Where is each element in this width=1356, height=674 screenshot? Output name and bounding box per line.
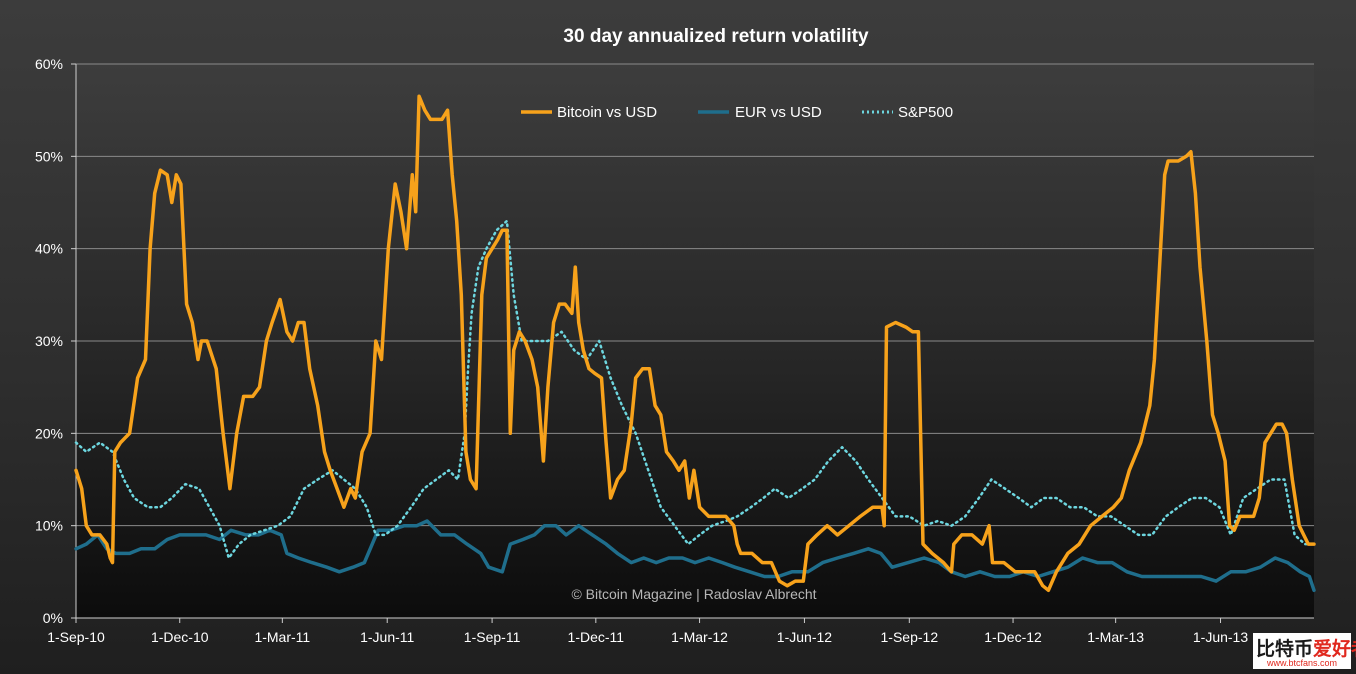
y-tick-label: 20% [35, 425, 63, 441]
y-tick-label: 40% [35, 241, 63, 257]
x-tick-label: 1-Mar-12 [671, 629, 728, 645]
x-tick-label: 1-Sep-11 [464, 629, 521, 645]
chart-title: 30 day annualized return volatility [563, 26, 869, 47]
series-line-sp500 [74, 219, 1316, 560]
y-tick-label: 60% [35, 56, 63, 72]
y-axis-ticks: 0% 10% 20% 30% 40% 50% 60% [35, 56, 76, 626]
legend-label-sp500: S&P500 [898, 104, 953, 121]
x-tick-label: 1-Mar-11 [254, 629, 310, 645]
x-tick-label: 1-Sep-10 [47, 629, 105, 645]
legend-label-bitcoin: Bitcoin vs USD [557, 104, 657, 121]
chart-credit-annotation: © Bitcoin Magazine | Radoslav Albrecht [571, 586, 816, 602]
x-tick-label: 1-Dec-11 [568, 629, 625, 645]
y-tick-label: 50% [35, 148, 63, 164]
watermark-title: 比特币爱好者 [1256, 637, 1356, 660]
y-tick-label: 0% [43, 610, 63, 626]
y-tick-label: 10% [35, 518, 63, 534]
series-line-bitcoin [74, 94, 1316, 593]
watermark-background [1253, 633, 1351, 669]
series-line-eur-usd [74, 519, 1316, 593]
watermark-url: www.btcfans.com [1266, 658, 1337, 668]
x-tick-label: 1-Dec-12 [984, 629, 1042, 645]
legend-label-eur: EUR vs USD [735, 104, 822, 121]
watermark-black-text: 比特币 [1256, 638, 1313, 660]
watermark-red-text: 爱好者 [1313, 637, 1356, 660]
x-tick-label: 1-Jun-13 [1193, 629, 1248, 645]
x-tick-label: 1-Dec-10 [151, 629, 209, 645]
gridlines [76, 63, 1314, 527]
legend: Bitcoin vs USD EUR vs USD S&P500 [521, 104, 953, 121]
x-tick-label: 1-Jun-11 [360, 629, 414, 645]
x-tick-label: 1-Sep-12 [881, 629, 939, 645]
x-tick-label: 1-Mar-13 [1087, 629, 1144, 645]
legend-item-bitcoin: Bitcoin vs USD [521, 104, 657, 121]
series-lines [74, 94, 1316, 593]
legend-item-sp500: S&P500 [862, 104, 953, 121]
x-tick-label: 1-Jun-12 [777, 629, 832, 645]
watermark-logo: 比特币爱好者 www.btcfans.com [1253, 633, 1356, 669]
x-axis-ticks: 1-Sep-10 1-Dec-10 1-Mar-11 1-Jun-11 1-Sep-11… [47, 618, 1248, 645]
legend-item-eur: EUR vs USD [698, 104, 822, 121]
y-tick-label: 30% [35, 333, 63, 349]
